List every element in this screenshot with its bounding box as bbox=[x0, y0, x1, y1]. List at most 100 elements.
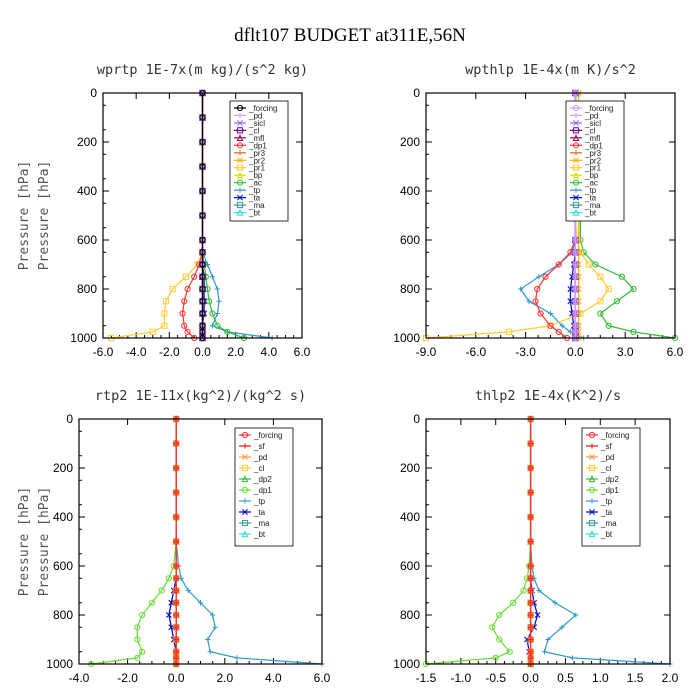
series-dp1 bbox=[88, 415, 180, 668]
data-point bbox=[173, 562, 180, 570]
data-point bbox=[199, 310, 206, 317]
data-point bbox=[527, 464, 534, 472]
legend-marker bbox=[241, 464, 249, 472]
data-point bbox=[210, 612, 216, 618]
y-tick-label: 600 bbox=[53, 559, 73, 573]
data-point bbox=[181, 298, 188, 305]
legend-marker bbox=[572, 179, 580, 186]
legend: _forcing _sf _pd _cl _dp2 _dp1 _tp _ta _ma _bt bbox=[581, 427, 641, 547]
legend-item: _ac bbox=[570, 179, 598, 188]
y-axis-label: Pressure [hPa] bbox=[17, 487, 32, 597]
x-tick-label: 4.0 bbox=[265, 671, 282, 685]
legend-label: _pd bbox=[584, 111, 598, 120]
legend-marker bbox=[572, 201, 580, 209]
legend-marker bbox=[237, 112, 243, 119]
data-point bbox=[199, 285, 206, 293]
data-point bbox=[184, 328, 191, 335]
data-point bbox=[559, 624, 565, 630]
series-forcing bbox=[173, 415, 180, 668]
legend-item: _cl bbox=[586, 464, 611, 473]
x-tick-label: -9.0 bbox=[416, 345, 437, 359]
y-tick-label: 400 bbox=[400, 184, 420, 198]
data-point bbox=[572, 328, 579, 335]
data-point bbox=[216, 298, 222, 304]
legend-marker bbox=[237, 157, 243, 164]
data-point bbox=[527, 654, 534, 661]
legend-item: _pr2 bbox=[570, 156, 602, 165]
y-tick-label: 1000 bbox=[46, 657, 73, 671]
data-point bbox=[199, 187, 206, 195]
x-tick-label: 2.0 bbox=[227, 345, 244, 359]
y-axis-label: Pressure [hPa] bbox=[37, 487, 52, 597]
data-point bbox=[173, 654, 180, 661]
data-point bbox=[537, 310, 544, 317]
data-point bbox=[534, 285, 541, 293]
legend-item: _tp bbox=[239, 497, 266, 506]
data-point bbox=[168, 599, 175, 606]
legend-marker bbox=[241, 475, 249, 483]
data-point bbox=[572, 322, 579, 329]
legend-label: _ma bbox=[584, 201, 601, 210]
legend: _forcing_pd_sicl_cl_mfl_dp1_pr3_pr2_pr1_… bbox=[229, 100, 289, 222]
legend-item: _sicl bbox=[234, 119, 265, 128]
legend-label: _ac bbox=[248, 179, 262, 188]
legend-marker bbox=[236, 179, 244, 186]
data-point bbox=[527, 648, 534, 655]
data-point bbox=[630, 328, 637, 335]
x-tick-label: 0.0 bbox=[522, 671, 539, 685]
data-point bbox=[527, 611, 534, 619]
legend-label: _mfl bbox=[584, 134, 600, 143]
legend-marker bbox=[236, 201, 244, 209]
data-point bbox=[212, 624, 218, 630]
legend-label: _sicl bbox=[248, 119, 265, 128]
legend-label: _cl bbox=[584, 126, 595, 135]
legend-marker bbox=[572, 142, 580, 149]
data-point bbox=[161, 310, 168, 317]
legend-marker bbox=[572, 104, 580, 112]
data-point bbox=[534, 612, 541, 618]
data-point bbox=[199, 163, 206, 170]
x-tick-label: 2.0 bbox=[662, 671, 679, 685]
y-tick-label: 800 bbox=[400, 608, 420, 622]
y-tick-label: 200 bbox=[77, 135, 97, 149]
legend-label: _tp bbox=[253, 497, 266, 506]
data-point bbox=[526, 298, 532, 304]
data-point bbox=[173, 624, 180, 631]
data-point bbox=[158, 587, 165, 594]
legend-marker bbox=[242, 498, 248, 504]
x-tick-label: -0.5 bbox=[485, 671, 506, 685]
legend-item: _dp1 bbox=[570, 141, 603, 150]
data-point bbox=[206, 298, 213, 305]
y-tick-label: 200 bbox=[53, 461, 73, 475]
legend-label: _ac bbox=[584, 179, 598, 188]
data-point bbox=[572, 236, 579, 244]
data-point bbox=[209, 274, 216, 280]
legend-label: _pr1 bbox=[248, 164, 266, 173]
legend-marker bbox=[237, 150, 243, 156]
y-tick-label: 1000 bbox=[70, 331, 97, 345]
data-point bbox=[214, 322, 221, 329]
legend-marker bbox=[573, 119, 579, 126]
data-point bbox=[169, 285, 176, 293]
data-point bbox=[162, 298, 170, 305]
legend-item: _ta bbox=[234, 194, 261, 203]
legend-label: _dp1 bbox=[248, 141, 267, 150]
data-point bbox=[197, 600, 204, 606]
legend-label: _ta bbox=[600, 508, 613, 517]
x-tick-label: -4.0 bbox=[69, 671, 90, 685]
data-point bbox=[179, 310, 186, 317]
legend: _forcing _sf _pd _cl _dp2 _dp1 _tp _ta _ma _bt bbox=[234, 427, 294, 547]
legend-item: _tp bbox=[234, 186, 261, 195]
data-point bbox=[613, 298, 621, 305]
legend-label: _ta bbox=[584, 194, 597, 203]
data-point bbox=[492, 654, 499, 661]
legend-marker bbox=[236, 164, 244, 171]
legend-label: _forcing bbox=[253, 431, 282, 440]
data-point bbox=[542, 273, 549, 280]
panel-4: thlp2 1E-4x(K^2)/s Pressure [hPa] -1.5 -1.0… bbox=[17, 388, 679, 685]
data-point bbox=[173, 538, 180, 545]
legend-marker bbox=[241, 431, 249, 439]
legend-marker bbox=[589, 454, 595, 460]
y-tick-label: 200 bbox=[400, 135, 420, 149]
data-point bbox=[204, 261, 211, 268]
